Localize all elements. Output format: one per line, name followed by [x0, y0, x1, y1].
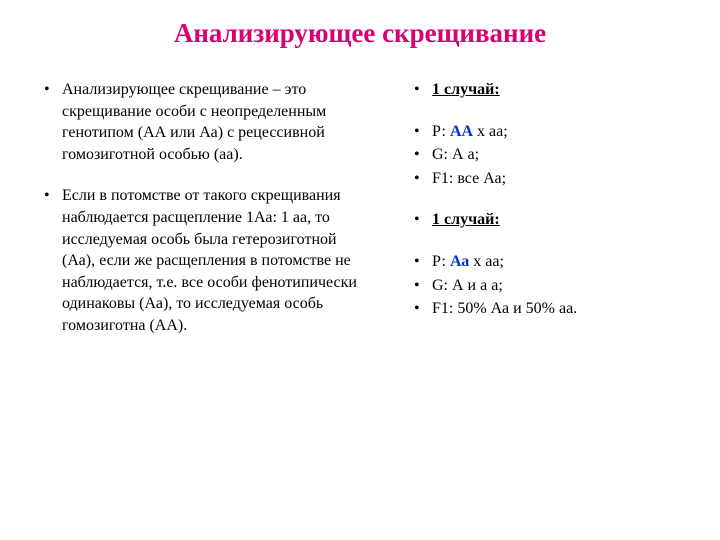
case1-heading: 1 случай: — [410, 79, 680, 101]
case2-p-suffix: х аа; — [469, 253, 504, 270]
right-column: 1 случай: Р: АА х аа; G: А а; F1: все Аа… — [390, 79, 680, 341]
case2-label: 1 случай: — [432, 211, 500, 228]
explanation-paragraph: Если в потомстве от такого скрещивания н… — [40, 185, 370, 336]
case2-f1: F1: 50% Аа и 50% аа. — [410, 298, 680, 320]
case1-p-suffix: х аа; — [473, 123, 508, 140]
case2-parents: Р: Аа х аа; — [410, 251, 680, 273]
definition-paragraph: Анализирующее скрещивание – это скрещива… — [40, 79, 370, 165]
case2-p-prefix: Р: — [432, 253, 450, 270]
case1-gametes: G: А а; — [410, 144, 680, 166]
case2-p-genotype: Аа — [450, 253, 469, 270]
case2-heading: 1 случай: — [410, 209, 680, 231]
case2-gametes: G: А и а а; — [410, 275, 680, 297]
content-columns: Анализирующее скрещивание – это скрещива… — [40, 79, 680, 341]
page-title: Анализирующее скрещивание — [40, 18, 680, 49]
case1-f1: F1: все Аа; — [410, 168, 680, 190]
case1-p-prefix: Р: — [432, 123, 450, 140]
case1-parents: Р: АА х аа; — [410, 121, 680, 143]
case1-p-genotype: АА — [450, 123, 473, 140]
left-column: Анализирующее скрещивание – это скрещива… — [40, 79, 370, 341]
case1-label: 1 случай: — [432, 81, 500, 98]
